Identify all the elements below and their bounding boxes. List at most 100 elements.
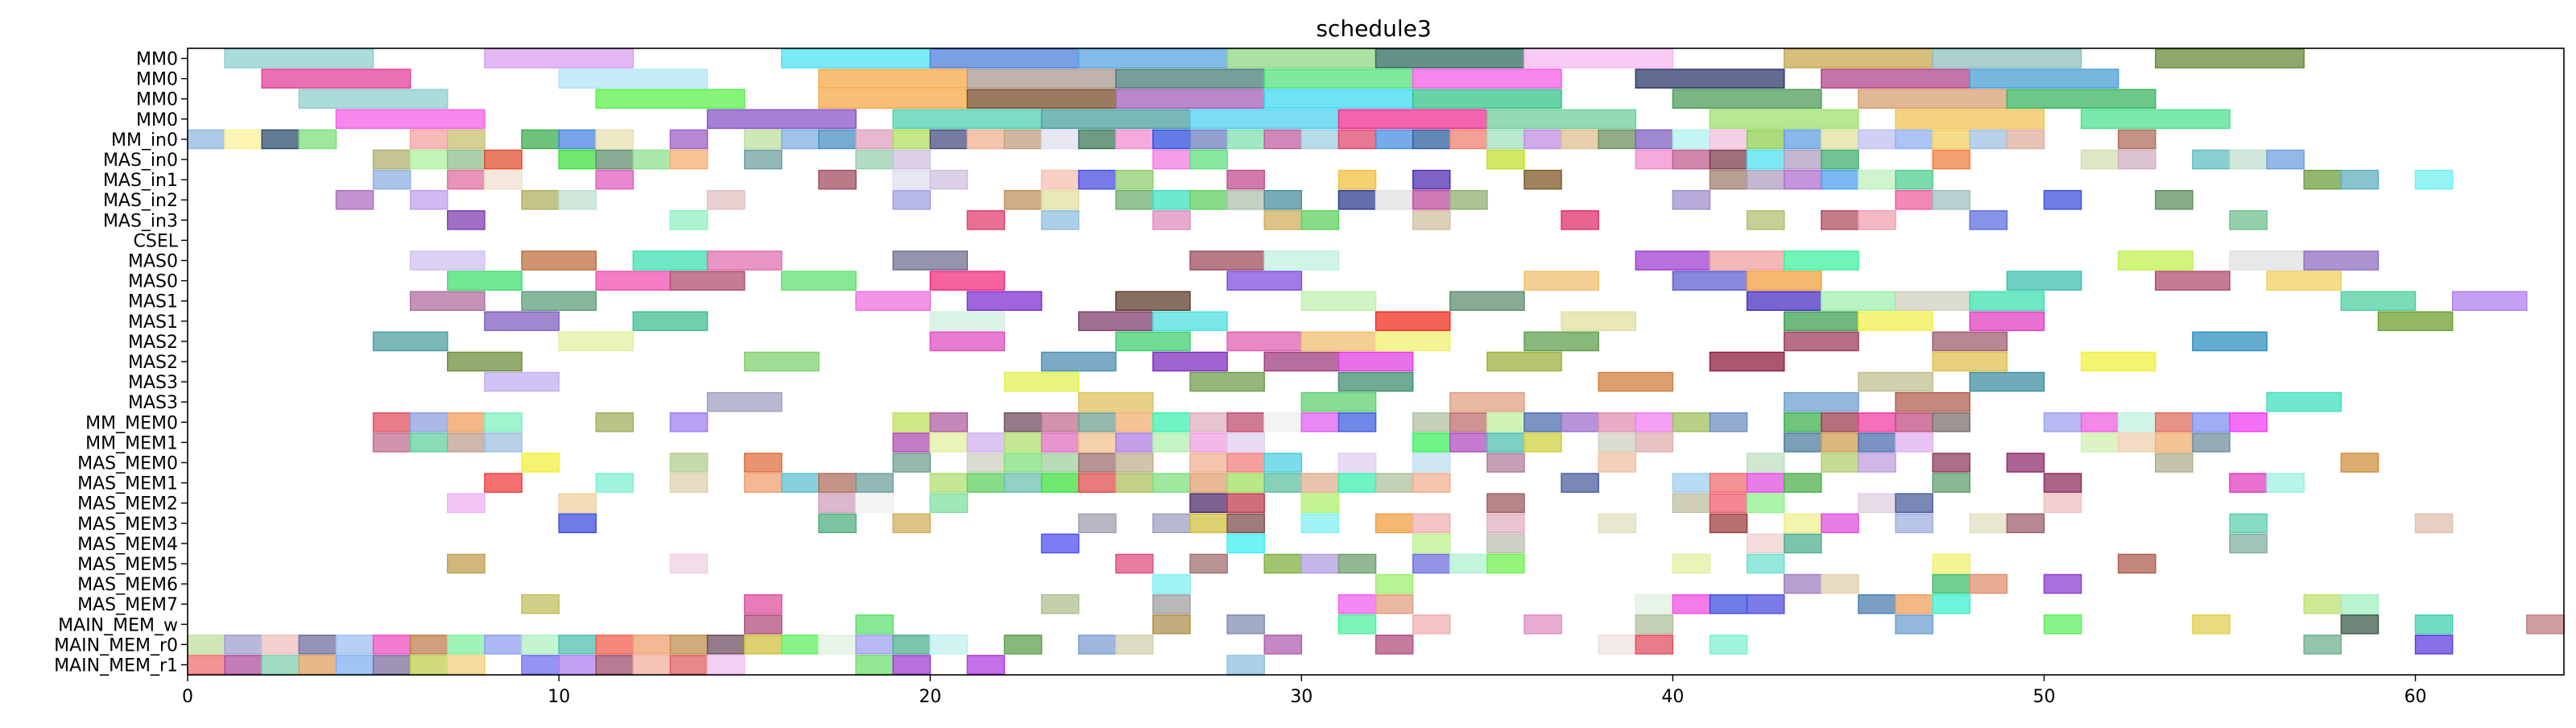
task-bar-197 xyxy=(409,291,486,312)
task-bar-403 xyxy=(1783,513,1822,534)
task-bar-434 xyxy=(1821,573,1859,594)
task-bar-30 xyxy=(2006,89,2156,110)
task-bar-97 xyxy=(892,149,931,170)
task-bar-453 xyxy=(743,614,783,635)
task-bar-92 xyxy=(595,149,635,170)
task-bar-119 xyxy=(929,169,969,190)
task-bar-399 xyxy=(1412,513,1451,534)
task-bar-406 xyxy=(1969,513,2008,534)
task-bar-38 xyxy=(1709,109,1859,130)
task-bar-395 xyxy=(1189,513,1228,534)
task-bar-305 xyxy=(1152,432,1191,453)
task-bar-170 xyxy=(1969,210,2008,230)
task-bar-105 xyxy=(1783,149,1822,170)
task-bar-9 xyxy=(1932,48,2082,68)
task-bar-504 xyxy=(409,655,449,675)
task-bar-139 xyxy=(558,189,597,210)
task-bar-171 xyxy=(2229,210,2268,230)
task-bar-483 xyxy=(781,635,820,655)
task-bar-31 xyxy=(335,109,486,130)
task-bar-368 xyxy=(1709,473,1748,493)
task-bar-416 xyxy=(2229,533,2268,554)
task-bar-460 xyxy=(1635,614,1674,635)
task-bar-284 xyxy=(1821,412,1859,432)
task-bar-220 xyxy=(2377,311,2454,332)
task-bar-391 xyxy=(818,513,857,534)
task-bar-94 xyxy=(669,149,709,170)
task-bar-510 xyxy=(669,655,709,675)
task-bar-340 xyxy=(1858,453,1896,473)
task-bar-293 xyxy=(2229,412,2268,432)
task-bar-367 xyxy=(1672,473,1711,493)
task-bar-40 xyxy=(2080,109,2231,130)
task-bar-407 xyxy=(2006,513,2045,534)
task-bar-81 xyxy=(1858,129,1896,150)
task-bar-307 xyxy=(1226,432,1265,453)
task-bar-271 xyxy=(1263,412,1303,432)
task-bar-90 xyxy=(484,149,523,170)
task-bar-348 xyxy=(743,473,783,493)
task-bar-61 xyxy=(1114,129,1154,150)
task-bar-440 xyxy=(1040,594,1080,614)
task-bar-298 xyxy=(892,432,931,453)
task-bar-280 xyxy=(1635,412,1674,432)
task-bar-389 xyxy=(2043,493,2082,513)
task-bar-140 xyxy=(706,189,746,210)
task-bar-435 xyxy=(1932,573,1970,594)
task-bar-42 xyxy=(224,129,263,150)
task-bar-187 xyxy=(669,271,746,291)
task-bar-476 xyxy=(521,635,560,655)
task-bar-236 xyxy=(1263,351,1340,372)
task-bar-20 xyxy=(1969,68,2119,89)
task-bar-216 xyxy=(1561,311,1637,332)
task-bar-335 xyxy=(1412,453,1451,473)
task-bar-196 xyxy=(2266,271,2342,291)
task-bar-123 xyxy=(1226,169,1265,190)
task-bar-457 xyxy=(1338,614,1377,635)
task-bar-375 xyxy=(447,493,486,513)
row-label: MAS_MEM6 xyxy=(77,575,178,595)
task-bar-229 xyxy=(1783,331,1859,352)
task-bar-202 xyxy=(1300,291,1377,312)
task-bar-426 xyxy=(1486,553,1525,574)
task-bar-104 xyxy=(1746,149,1785,170)
task-bar-458 xyxy=(1412,614,1451,635)
x-tick-label: 20 xyxy=(919,687,941,707)
task-bar-341 xyxy=(1932,453,1970,473)
task-bar-310 xyxy=(1486,432,1525,453)
task-bar-3 xyxy=(929,48,1080,68)
task-bar-198 xyxy=(521,291,597,312)
task-bar-487 xyxy=(929,635,969,655)
task-bar-153 xyxy=(1672,189,1711,210)
task-bar-22 xyxy=(595,89,746,110)
task-bar-10 xyxy=(2155,48,2305,68)
task-bar-23 xyxy=(818,89,969,110)
task-bar-137 xyxy=(409,189,449,210)
task-bar-446 xyxy=(1709,594,1748,614)
task-bar-186 xyxy=(595,271,672,291)
task-bar-493 xyxy=(1598,635,1637,655)
task-bar-102 xyxy=(1672,149,1711,170)
task-bar-455 xyxy=(1152,614,1191,635)
task-bar-320 xyxy=(2155,432,2194,453)
task-bar-438 xyxy=(521,594,560,614)
task-bar-184 xyxy=(2303,250,2380,271)
task-bar-205 xyxy=(1821,291,1896,312)
task-bar-511 xyxy=(706,655,746,675)
task-bar-62 xyxy=(1152,129,1191,150)
task-bar-7 xyxy=(1524,48,1674,68)
task-bar-35 xyxy=(1189,109,1340,130)
task-bar-188 xyxy=(781,271,857,291)
task-bar-263 xyxy=(929,412,969,432)
task-bar-503 xyxy=(372,655,411,675)
task-bar-59 xyxy=(1040,129,1080,150)
row-label: MM0 xyxy=(136,90,178,110)
task-bar-421 xyxy=(1263,553,1303,574)
task-bar-167 xyxy=(1746,210,1785,230)
task-bar-514 xyxy=(966,655,1006,675)
row-label: MAS0 xyxy=(128,252,178,272)
task-bar-356 xyxy=(1077,473,1117,493)
row-label: MM_MEM1 xyxy=(85,433,178,453)
x-tick-label: 60 xyxy=(2404,687,2427,707)
task-bar-193 xyxy=(1746,271,1822,291)
